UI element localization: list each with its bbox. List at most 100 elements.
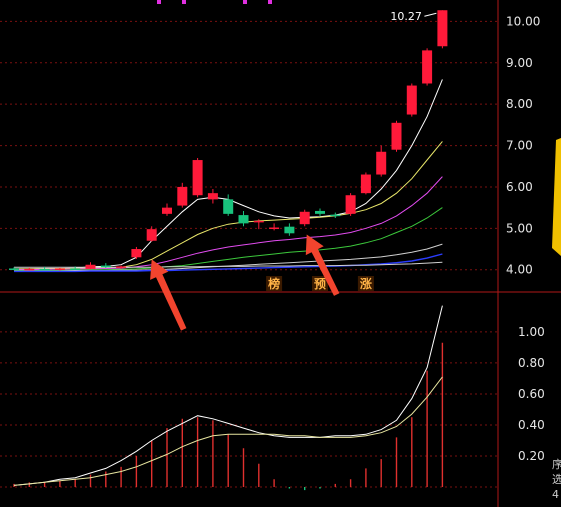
- top-mark: [243, 0, 247, 4]
- volume-grid: [0, 331, 498, 488]
- candle-body[interactable]: [223, 199, 234, 214]
- event-markers: 榜预涨: [266, 276, 374, 291]
- candle-body[interactable]: [192, 160, 203, 196]
- candle[interactable]: [70, 266, 81, 270]
- top-indicator-marks: [157, 0, 272, 4]
- candle[interactable]: [406, 83, 417, 117]
- side-panel-char: 序: [552, 457, 561, 471]
- price-ma-line-7: [14, 261, 443, 268]
- candle[interactable]: [116, 265, 127, 269]
- candle[interactable]: [9, 267, 19, 271]
- candle-body[interactable]: [131, 249, 142, 258]
- candle-body[interactable]: [391, 122, 402, 150]
- candle-body[interactable]: [253, 220, 264, 223]
- candle-body[interactable]: [406, 85, 417, 115]
- candle-body[interactable]: [422, 50, 433, 84]
- candle-body[interactable]: [315, 210, 325, 214]
- candle-body[interactable]: [100, 265, 111, 268]
- volume-moving-averages: [13, 305, 443, 486]
- candle[interactable]: [269, 223, 280, 231]
- candle[interactable]: [24, 267, 35, 271]
- candle[interactable]: [345, 193, 356, 216]
- candle-body[interactable]: [345, 195, 356, 214]
- candle-body[interactable]: [9, 268, 19, 270]
- price-tick-label: 7.00: [506, 139, 533, 153]
- event-marker-label: 榜: [268, 276, 280, 291]
- candle-body[interactable]: [330, 214, 341, 217]
- candle[interactable]: [100, 263, 111, 269]
- candle-body[interactable]: [269, 227, 280, 230]
- price-tick-label: 5.00: [506, 221, 533, 235]
- candle[interactable]: [253, 219, 264, 230]
- candle-body[interactable]: [162, 207, 172, 214]
- candle-body[interactable]: [284, 226, 295, 234]
- candle[interactable]: [39, 266, 50, 271]
- candle[interactable]: [54, 267, 65, 271]
- candle-body[interactable]: [146, 229, 157, 241]
- annotation-arrow: [305, 234, 340, 296]
- volume-tick-label: 0.40: [518, 418, 545, 432]
- candle-body[interactable]: [238, 215, 249, 224]
- candle-body[interactable]: [116, 266, 127, 268]
- candlestick-series[interactable]: [9, 10, 448, 271]
- candle[interactable]: [238, 210, 249, 227]
- candle[interactable]: [162, 203, 172, 216]
- volume-tick-label: 0.60: [518, 387, 545, 401]
- price-tick-label: 10.00: [506, 14, 540, 28]
- candle-body[interactable]: [376, 151, 387, 175]
- price-axis: 10.00 9.00 8.00 7.00 6.00 5.00 4.00: [506, 14, 540, 276]
- top-mark: [182, 0, 186, 4]
- price-tick-label: 8.00: [506, 97, 533, 111]
- side-panel-char: 4: [552, 488, 559, 501]
- side-panel-char: 选: [552, 473, 561, 486]
- candle[interactable]: [360, 172, 371, 195]
- candle-body[interactable]: [70, 268, 81, 270]
- candle[interactable]: [422, 48, 433, 86]
- candle[interactable]: [146, 226, 157, 242]
- volume-ma-line-1: [13, 305, 443, 486]
- candle[interactable]: [207, 189, 218, 204]
- top-mark: [157, 0, 161, 4]
- candle-body[interactable]: [299, 211, 310, 225]
- candle[interactable]: [315, 208, 325, 216]
- candle-body[interactable]: [207, 193, 218, 200]
- candle[interactable]: [177, 182, 188, 208]
- price-tick-label: 4.00: [506, 263, 533, 277]
- top-mark: [268, 0, 272, 4]
- candle-body[interactable]: [85, 264, 96, 269]
- candle[interactable]: [85, 262, 96, 270]
- price-ma-line-3: [14, 176, 443, 271]
- candle[interactable]: [284, 223, 295, 236]
- candle-body[interactable]: [177, 186, 188, 206]
- candle-body[interactable]: [437, 10, 448, 47]
- price-tick-label: 9.00: [506, 56, 533, 70]
- candle-body[interactable]: [24, 268, 35, 271]
- candle[interactable]: [299, 209, 310, 227]
- candle[interactable]: [131, 246, 142, 259]
- candle[interactable]: [330, 212, 341, 218]
- peak-price-label: 10.27: [390, 10, 422, 23]
- candle-body[interactable]: [54, 268, 65, 270]
- side-panel: 序选 4: [552, 138, 561, 501]
- volume-bars[interactable]: [13, 342, 444, 491]
- event-marker-bg: [312, 276, 328, 291]
- candle[interactable]: [376, 145, 387, 177]
- annotation-arrows: [150, 234, 340, 331]
- candle[interactable]: [192, 157, 203, 198]
- candle[interactable]: [391, 120, 402, 152]
- price-ma-line-4: [14, 207, 443, 271]
- price-ma-line-6: [14, 253, 443, 273]
- event-marker-bg: [266, 276, 283, 291]
- volume-tick-label: 0.80: [518, 356, 545, 370]
- volume-tick-label: 1.00: [518, 325, 545, 339]
- candle[interactable]: [437, 10, 448, 49]
- price-ma-line-2: [14, 141, 443, 270]
- annotation-arrow: [150, 259, 187, 331]
- side-panel-strip: [552, 138, 561, 256]
- candle-body[interactable]: [39, 268, 50, 271]
- volume-tick-label: 0.20: [518, 449, 545, 463]
- candle[interactable]: [223, 194, 234, 216]
- candle-body[interactable]: [360, 174, 371, 194]
- price-tick-label: 6.00: [506, 180, 533, 194]
